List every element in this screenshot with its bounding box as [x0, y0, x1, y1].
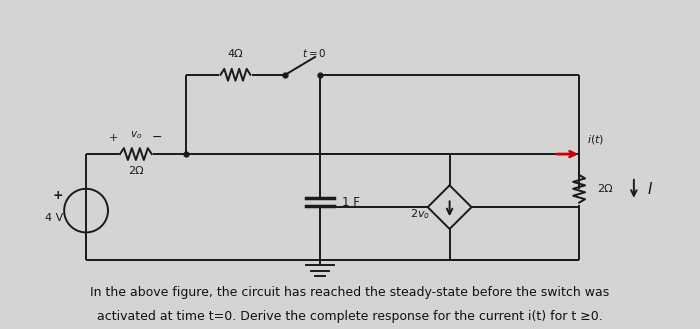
- Text: $2v_o$: $2v_o$: [410, 207, 430, 221]
- Text: $t = 0$: $t = 0$: [302, 47, 327, 59]
- Text: $v_o$: $v_o$: [130, 129, 142, 141]
- Text: 4 V: 4 V: [45, 213, 63, 222]
- Text: 2Ω: 2Ω: [128, 166, 144, 176]
- Text: In the above figure, the circuit has reached the steady-state before the switch : In the above figure, the circuit has rea…: [90, 286, 610, 299]
- Text: $I$: $I$: [647, 181, 653, 197]
- Text: −: −: [151, 131, 162, 144]
- Text: 4Ω: 4Ω: [228, 49, 244, 59]
- Text: 1 F: 1 F: [342, 196, 360, 209]
- Text: 2Ω: 2Ω: [597, 184, 612, 194]
- Text: $i(t)$: $i(t)$: [587, 133, 604, 146]
- Text: activated at time t=0. Derive the complete response for the current i(t) for t ≥: activated at time t=0. Derive the comple…: [97, 310, 603, 323]
- Text: +: +: [109, 133, 118, 143]
- Text: +: +: [53, 189, 64, 202]
